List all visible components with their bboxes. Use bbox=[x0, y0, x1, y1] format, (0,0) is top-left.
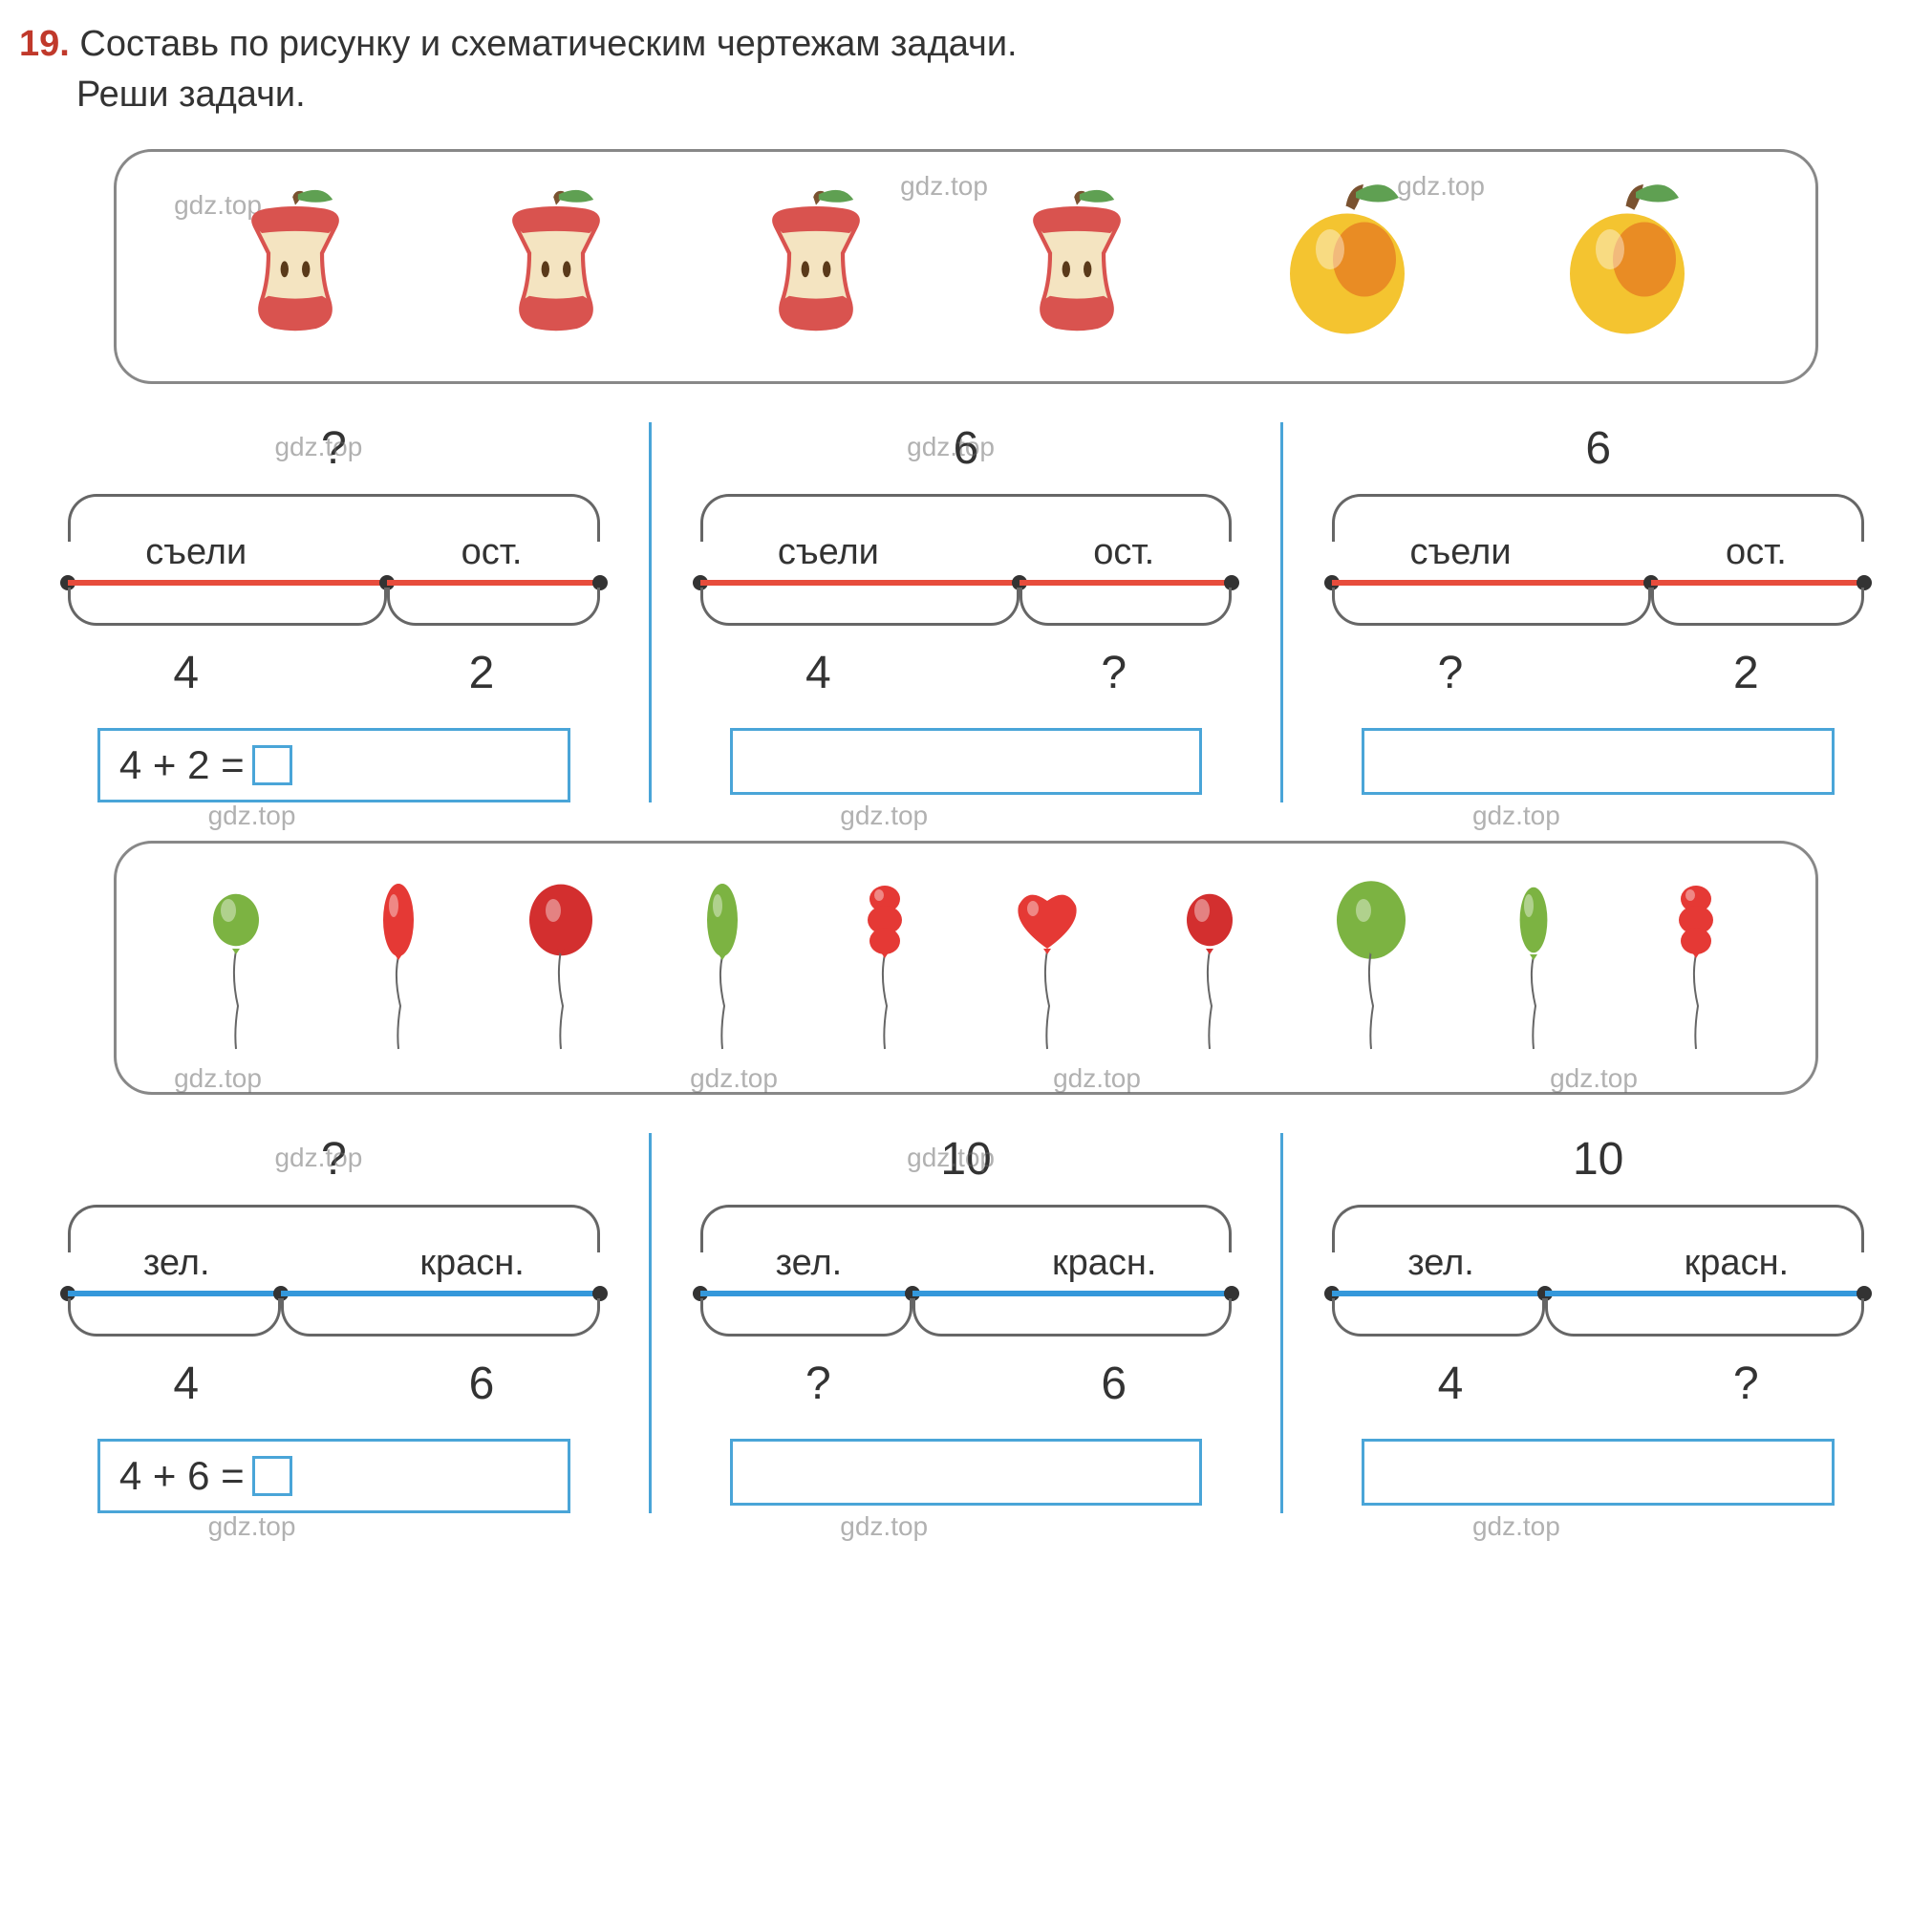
apple-core-icon bbox=[228, 185, 362, 348]
diagram-top-value: 10gdz.top bbox=[671, 1133, 1262, 1186]
balloon-icon bbox=[1323, 872, 1419, 1063]
answer-box[interactable] bbox=[1362, 1439, 1835, 1506]
diagram-bottom-left: ? bbox=[805, 1358, 831, 1410]
watermark: gdz.top bbox=[1053, 1063, 1141, 1094]
diagram-bottom-left: 4 bbox=[173, 1358, 199, 1410]
segment-label-left: съели bbox=[145, 532, 247, 573]
diagram-bottom-right: 2 bbox=[469, 647, 495, 699]
answer-blank[interactable] bbox=[252, 745, 292, 785]
diagram-top-value: ?gdz.top bbox=[38, 422, 630, 475]
watermark: gdz.top bbox=[1472, 1511, 1560, 1542]
diagram-bottom-right: ? bbox=[1733, 1358, 1759, 1410]
diagram-bottom-left: ? bbox=[1438, 647, 1464, 699]
segment-diagram: зел. красн. bbox=[671, 1205, 1262, 1338]
balloon-icon bbox=[1648, 872, 1744, 1063]
watermark: gdz.top bbox=[274, 432, 362, 462]
segment-label-right: красн. bbox=[419, 1243, 524, 1284]
answer-blank[interactable] bbox=[252, 1456, 292, 1496]
balloon-icon bbox=[1162, 872, 1257, 1063]
equation-text: 4 + 2 = bbox=[119, 742, 245, 788]
segment-label-right: ост. bbox=[462, 532, 523, 573]
task-text-2: Реши задачи. bbox=[76, 75, 306, 115]
balloons-illustration: gdz.top gdz.top gdz.top gdz.top bbox=[114, 841, 1818, 1095]
segment-label-left: зел. bbox=[143, 1243, 210, 1284]
apple-whole-icon bbox=[1271, 181, 1424, 353]
balloon-icon bbox=[1486, 872, 1581, 1063]
watermark: gdz.top bbox=[690, 1063, 778, 1094]
watermark: gdz.top bbox=[900, 171, 988, 202]
diagram-bottom-left: 4 bbox=[173, 647, 199, 699]
problem-column: 6 съели ост. ? 2 bbox=[1283, 422, 1913, 802]
apple-core-icon bbox=[1010, 185, 1144, 348]
apple-whole-icon bbox=[1551, 181, 1704, 353]
watermark: gdz.top bbox=[907, 1143, 995, 1173]
diagram-bottom-left: 4 bbox=[1438, 1358, 1464, 1410]
problem-column: 10 зел. красн. 4 ? bbox=[1283, 1133, 1913, 1513]
segment-label-right: ост. bbox=[1093, 532, 1154, 573]
apple-core-icon bbox=[749, 185, 883, 348]
answer-box[interactable] bbox=[730, 1439, 1203, 1506]
diagram-bottom-right: 6 bbox=[469, 1358, 495, 1410]
diagram-bottom-left: 4 bbox=[805, 647, 831, 699]
diagram-top-value: 10 bbox=[1302, 1133, 1894, 1186]
balloon-icon bbox=[351, 872, 446, 1063]
task-text-1: Составь по рисунку и схематическим черте… bbox=[79, 24, 1017, 64]
segment-diagram: зел. красн. bbox=[1302, 1205, 1894, 1338]
segment-diagram: съели ост. bbox=[671, 494, 1262, 628]
watermark: gdz.top bbox=[208, 1511, 296, 1542]
watermark: gdz.top bbox=[840, 1511, 928, 1542]
problem-column: 6gdz.top съели ост. 4 ? bbox=[652, 422, 1284, 802]
watermark: gdz.top bbox=[907, 432, 995, 462]
watermark: gdz.top bbox=[208, 801, 296, 831]
diagram-bottom-right: 2 bbox=[1733, 647, 1759, 699]
answer-box[interactable]: 4 + 2 = bbox=[97, 728, 570, 802]
apples-illustration: gdz.topgdz.topgdz.top bbox=[114, 149, 1818, 384]
balloon-icon bbox=[837, 872, 933, 1063]
answer-box[interactable]: 4 + 6 = bbox=[97, 1439, 570, 1513]
problem-column: ?gdz.top зел. красн. 4 6 bbox=[19, 1133, 652, 1513]
balloon-icon bbox=[675, 872, 770, 1063]
diagram-top-value: 6gdz.top bbox=[671, 422, 1262, 475]
answer-box[interactable] bbox=[730, 728, 1203, 795]
segment-label-right: ост. bbox=[1726, 532, 1787, 573]
problem-set-2: ?gdz.top зел. красн. 4 6 bbox=[19, 1133, 1913, 1513]
diagram-bottom-right: ? bbox=[1101, 647, 1127, 699]
balloon-icon bbox=[513, 872, 609, 1063]
diagram-top-value: ?gdz.top bbox=[38, 1133, 630, 1186]
watermark: gdz.top bbox=[1472, 801, 1560, 831]
diagram-bottom-right: 6 bbox=[1101, 1358, 1127, 1410]
task-header: 19. Составь по рисунку и схематическим ч… bbox=[19, 19, 1913, 120]
segment-diagram: съели ост. bbox=[38, 494, 630, 628]
problem-set-1: ?gdz.top съели ост. 4 2 bbox=[19, 422, 1913, 802]
segment-label-left: зел. bbox=[1407, 1243, 1474, 1284]
segment-label-left: съели bbox=[1410, 532, 1512, 573]
watermark: gdz.top bbox=[274, 1143, 362, 1173]
watermark: gdz.top bbox=[840, 801, 928, 831]
equation-text: 4 + 6 = bbox=[119, 1453, 245, 1499]
balloon-icon bbox=[188, 872, 284, 1063]
balloon-icon bbox=[999, 872, 1095, 1063]
segment-label-right: красн. bbox=[1685, 1243, 1789, 1284]
segment-label-right: красн. bbox=[1052, 1243, 1156, 1284]
problem-column: 10gdz.top зел. красн. ? 6 bbox=[652, 1133, 1284, 1513]
watermark: gdz.top bbox=[174, 1063, 262, 1094]
problem-column: ?gdz.top съели ост. 4 2 bbox=[19, 422, 652, 802]
segment-diagram: зел. красн. bbox=[38, 1205, 630, 1338]
task-number: 19. bbox=[19, 24, 70, 64]
answer-box[interactable] bbox=[1362, 728, 1835, 795]
apple-core-icon bbox=[489, 185, 623, 348]
segment-label-left: съели bbox=[778, 532, 879, 573]
segment-diagram: съели ост. bbox=[1302, 494, 1894, 628]
watermark: gdz.top bbox=[1550, 1063, 1638, 1094]
diagram-top-value: 6 bbox=[1302, 422, 1894, 475]
segment-label-left: зел. bbox=[776, 1243, 843, 1284]
